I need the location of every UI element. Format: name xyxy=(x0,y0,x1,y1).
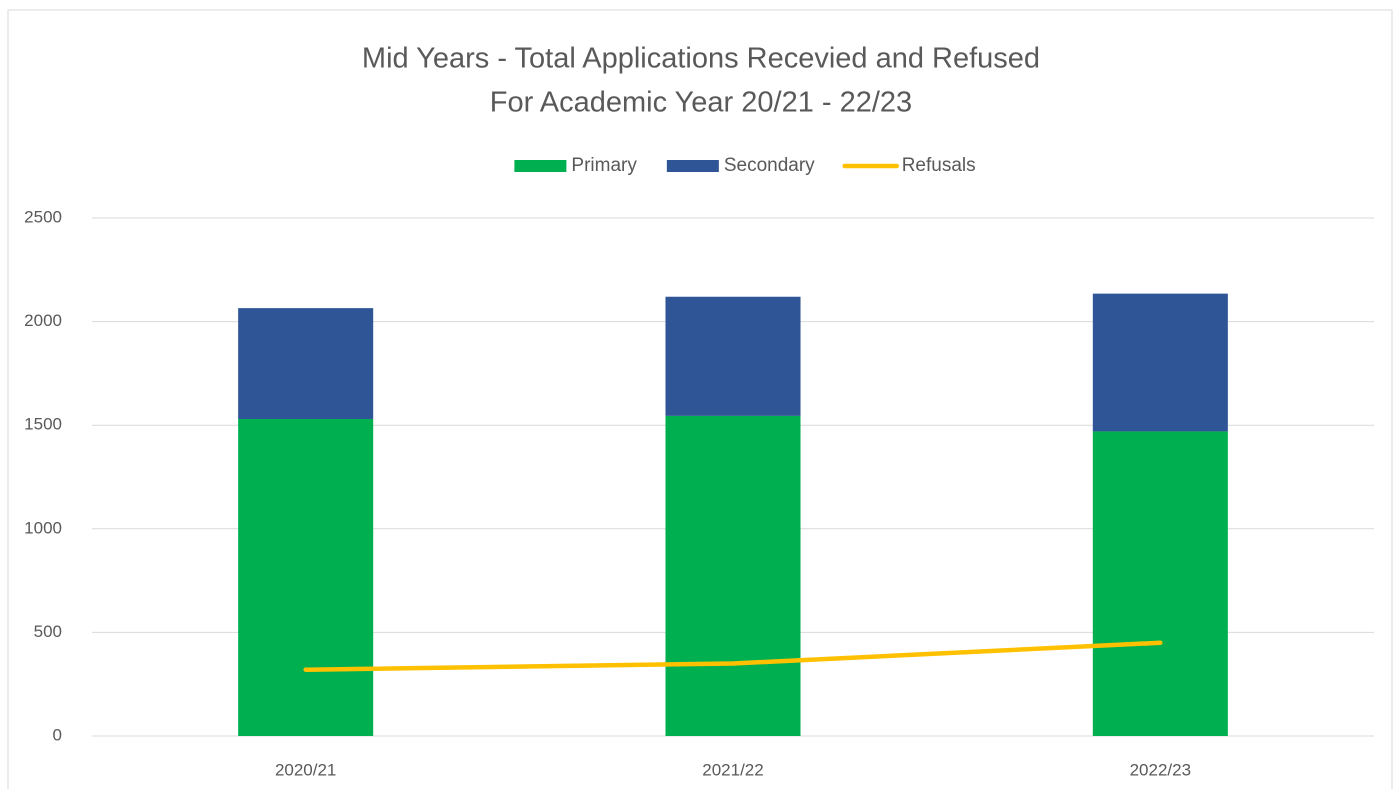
bar-segment xyxy=(665,415,801,736)
bar-segment xyxy=(238,308,374,419)
y-tick-label: 1500 xyxy=(24,415,62,434)
legend-label: Secondary xyxy=(724,155,815,176)
x-tick-label: 2020/21 xyxy=(275,760,336,779)
bar-segment xyxy=(665,296,801,416)
y-tick-label: 1000 xyxy=(24,518,62,537)
legend-label: Refusals xyxy=(902,155,976,176)
y-tick-label: 0 xyxy=(53,725,62,744)
bar-segment xyxy=(1092,431,1228,736)
bar-segment xyxy=(238,418,374,736)
chart-title: For Academic Year 20/21 - 22/23 xyxy=(490,87,912,119)
y-tick-label: 2000 xyxy=(24,311,62,330)
legend-label: Primary xyxy=(571,155,637,176)
x-tick-label: 2022/23 xyxy=(1130,760,1191,779)
legend-swatch xyxy=(514,160,567,172)
bar-segment xyxy=(1092,293,1228,432)
y-tick-label: 2500 xyxy=(24,207,62,226)
legend-swatch xyxy=(666,160,719,172)
line xyxy=(303,640,1163,672)
chart-title: Mid Years - Total Applications Recevied … xyxy=(362,43,1040,75)
x-tick-label: 2021/22 xyxy=(702,760,763,779)
chart-frame xyxy=(7,9,1393,789)
y-tick-label: 500 xyxy=(34,622,62,641)
